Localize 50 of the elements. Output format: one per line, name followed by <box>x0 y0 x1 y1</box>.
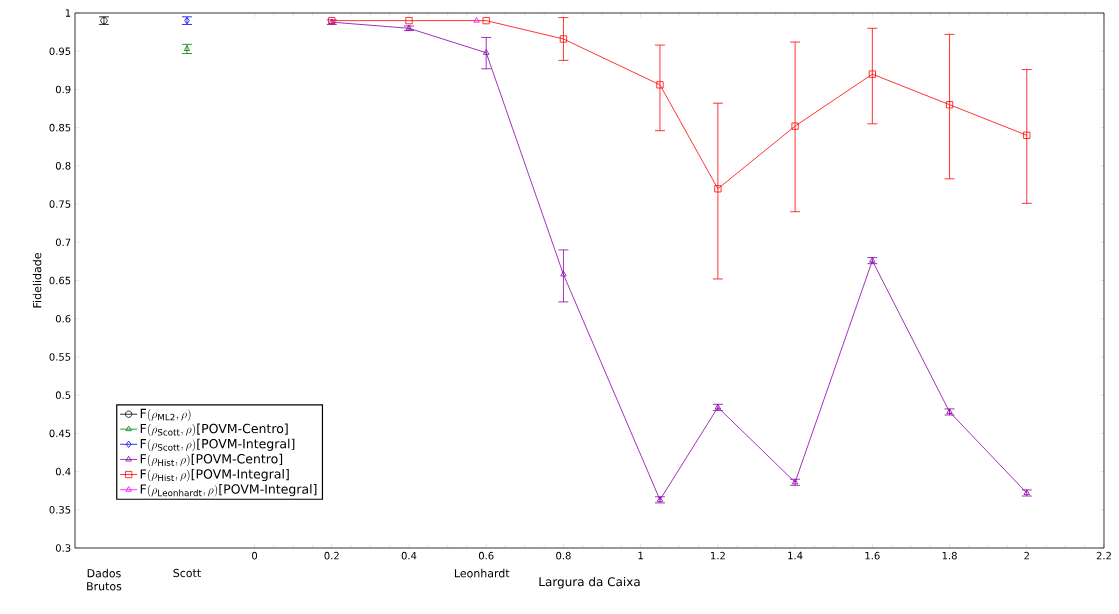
y-tick-label: 0.35 <box>49 506 71 514</box>
y-tick-label: 0.3 <box>55 544 71 552</box>
point <box>473 17 480 23</box>
y-tick-label: 0.85 <box>49 123 71 132</box>
y-tick-label: 0.6 <box>55 314 71 323</box>
text: Scott <box>173 568 201 578</box>
legend-label: $\mathrm{F}(\rho_{\mathrm{Leonhardt}},\rho)\mbox{[POVM-Integral]}$ <box>140 484 317 497</box>
x-tick-label: 1.2 <box>711 551 725 560</box>
x-tick-label: 0.8 <box>556 551 571 560</box>
point <box>1023 131 1031 139</box>
legend-label: $\mathrm{F}(\rho_{\mathrm{Scott}},\rho)\mbox{[POVM-Integral]}$ <box>140 438 295 452</box>
y-tick-label: 0.8 <box>55 162 71 170</box>
x-tick-label: 0.2 <box>324 551 339 560</box>
text: Dados Brutos <box>87 568 122 591</box>
point <box>868 70 876 78</box>
y-tick-label: 0.95 <box>49 47 71 55</box>
point <box>560 270 567 277</box>
y-tick-label: 0.75 <box>49 200 71 208</box>
x-tick-label: 0.4 <box>401 551 417 560</box>
legend-label: $\mathrm{F}(\rho_{\mathrm{Hist}},\rho)\mbox{[POVM-Centro]}$ <box>140 453 283 467</box>
y-tick-label: 0.7 <box>55 238 71 247</box>
point <box>482 17 490 25</box>
x-tick-label: 2.2 <box>1096 551 1111 560</box>
y-tick-label: 0.55 <box>49 353 71 361</box>
point <box>559 35 568 43</box>
x-tick-label: 1.4 <box>788 551 803 560</box>
point <box>483 49 490 55</box>
x-tick-label: 1.6 <box>865 551 880 560</box>
legend-label: $\mathrm{F}(\rho_{\mathrm{ML2}},\rho)$ <box>140 408 191 421</box>
point <box>714 185 722 193</box>
text: Leonhardt <box>454 568 510 578</box>
point <box>945 101 954 109</box>
x-tick-label: 2 <box>1024 551 1029 560</box>
x-tick-label: 0 <box>252 551 258 560</box>
point <box>405 17 413 25</box>
x-axis-title: Largura da Caixa <box>539 576 640 589</box>
legend-label: $\mathrm{F}(\rho_{\mathrm{Scott}},\rho)\mbox{[POVM-Centro]}$ <box>140 423 288 437</box>
y-tick-label: 0.65 <box>49 276 71 285</box>
legend-label: $\mathrm{F}(\rho_{\mathrm{Hist}},\rho)\mbox{[POVM-Integral]}$ <box>140 468 289 482</box>
y-tick-label: 0.45 <box>49 429 71 438</box>
y-axis-title: Fidelidade <box>32 253 42 308</box>
y-tick-label: 1 <box>65 9 71 17</box>
x-tick-label: 1.8 <box>942 551 957 560</box>
point <box>791 122 799 130</box>
y-tick-label: 0.5 <box>55 391 71 399</box>
y-tick-label: 0.4 <box>55 467 71 476</box>
x-tick-label: 1 <box>638 551 643 560</box>
x-tick-label: 0.6 <box>478 551 494 560</box>
y-tick-label: 0.9 <box>55 85 71 94</box>
point <box>656 81 664 89</box>
